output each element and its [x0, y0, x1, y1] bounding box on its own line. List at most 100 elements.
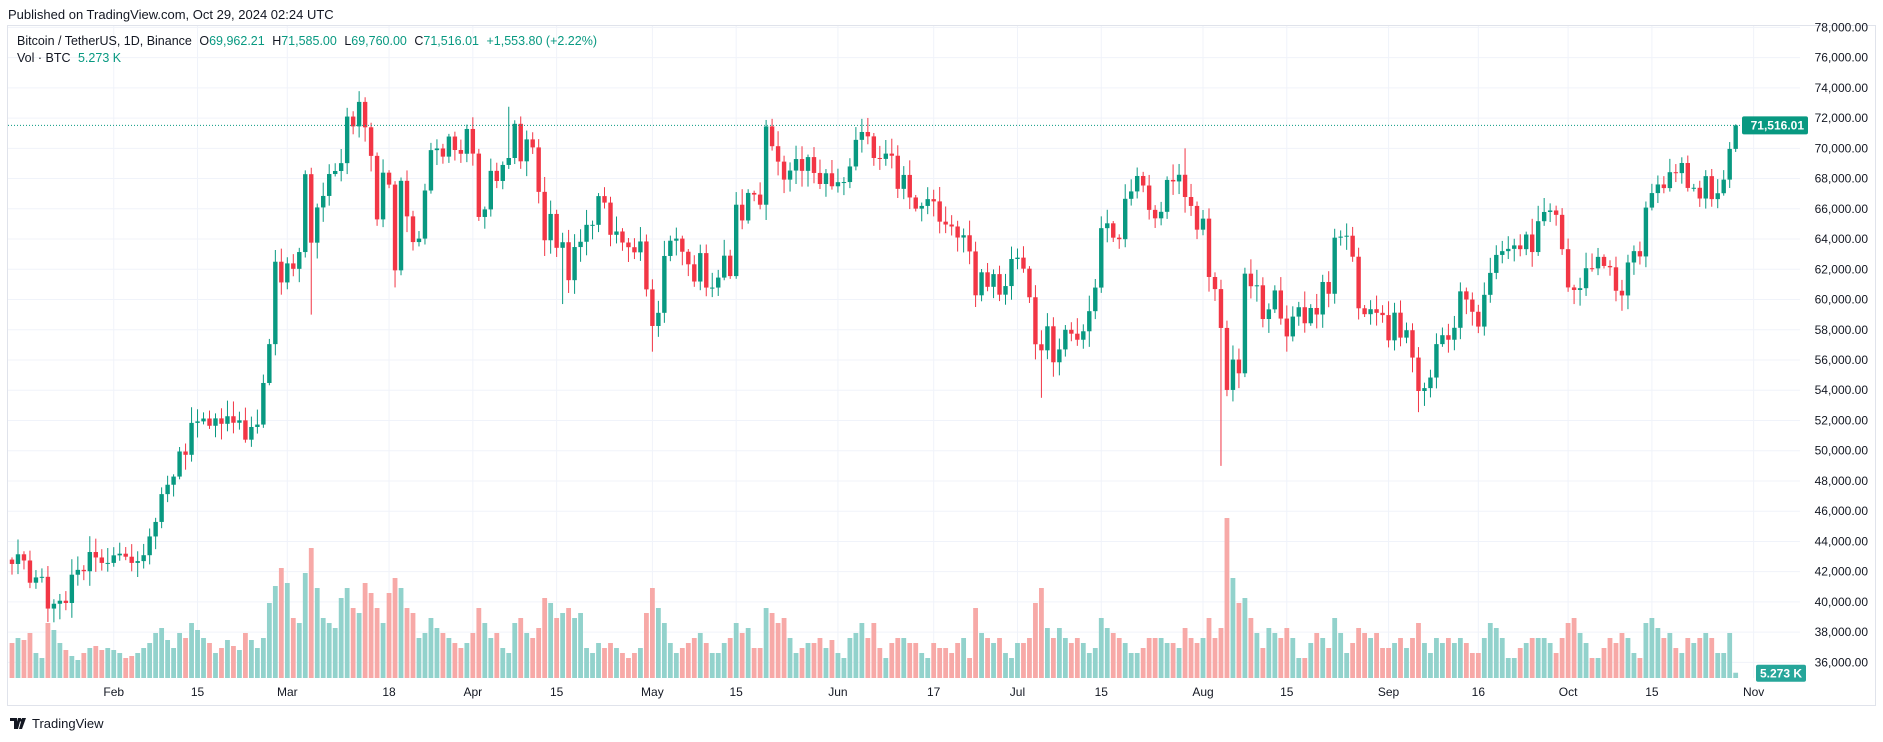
- volume-bar: [991, 643, 996, 678]
- candle-body: [231, 416, 236, 423]
- candle-body: [1625, 262, 1631, 296]
- volume-bar: [829, 640, 835, 678]
- candle-body: [692, 264, 697, 282]
- time-tick-label: Apr: [464, 685, 483, 699]
- candle-body: [15, 554, 21, 564]
- volume-bar: [596, 643, 601, 678]
- candle-body: [1512, 245, 1517, 249]
- volume-bar: [673, 653, 679, 678]
- volume-bar: [1296, 658, 1302, 678]
- volume-bar: [1302, 658, 1308, 678]
- volume-bar: [1308, 643, 1314, 678]
- candle-body: [967, 235, 972, 252]
- candle-body: [458, 149, 464, 154]
- candle-body: [69, 574, 75, 603]
- candle-body: [1577, 288, 1583, 290]
- candle-body: [656, 312, 661, 326]
- candle-body: [87, 552, 93, 572]
- volume-bar: [1517, 648, 1523, 678]
- symbol-title[interactable]: Bitcoin / TetherUS, 1D, Binance: [17, 34, 192, 48]
- volume-bar: [1290, 638, 1296, 678]
- candle-body: [733, 204, 739, 277]
- price-tick-label: 74,000.00: [1815, 81, 1869, 95]
- volume-bar: [398, 588, 404, 678]
- volume-bar: [1200, 638, 1206, 678]
- candle-body: [452, 136, 458, 150]
- volume-bar: [1003, 653, 1008, 678]
- candle-body: [1709, 176, 1714, 200]
- candle-body: [1099, 228, 1104, 288]
- volume-bar: [482, 623, 488, 678]
- candle-body: [1488, 272, 1493, 295]
- candle-body: [1452, 327, 1457, 340]
- time-tick-label: 15: [1280, 685, 1294, 699]
- volume-bar: [237, 650, 242, 678]
- candle-body: [63, 600, 69, 603]
- candle-body: [901, 174, 906, 189]
- volume-bar: [1487, 623, 1493, 678]
- candle-body: [919, 205, 924, 209]
- candle-body: [57, 600, 63, 604]
- volume-bar: [1242, 598, 1248, 678]
- volume-bar: [715, 653, 721, 678]
- candle-body: [1410, 330, 1415, 358]
- volume-bar: [530, 638, 536, 678]
- volume-label[interactable]: Vol · BTC: [17, 51, 71, 65]
- volume-bar: [655, 608, 661, 678]
- candle-body: [1278, 290, 1284, 319]
- candle-body: [542, 191, 547, 241]
- price-axis[interactable]: 78,000.00 76,000.00 74,000.00 72,000.00 70,0…: [1815, 20, 1869, 669]
- volume-bar: [1152, 638, 1158, 678]
- volume-bar: [278, 568, 284, 678]
- candle-body: [704, 253, 709, 288]
- candle-body: [1296, 307, 1301, 317]
- time-axis[interactable]: Feb 15 Mar 18 Apr 15 May 15 Jun 17 Jul 15 Aug 15 Sep 16…: [103, 685, 1764, 699]
- high-value: H71,585.00: [272, 34, 337, 48]
- price-tick-label: 50,000.00: [1815, 444, 1869, 458]
- candle-body: [985, 272, 990, 287]
- volume-bar: [1727, 633, 1733, 678]
- candle-body: [1655, 184, 1661, 194]
- volume-bar: [1338, 633, 1344, 678]
- price-tick-label: 48,000.00: [1815, 474, 1869, 488]
- volume-bar: [1045, 628, 1050, 678]
- volume-bar: [1284, 628, 1290, 678]
- candle-body: [1140, 175, 1146, 186]
- volume-bar: [1033, 603, 1038, 678]
- candle-body: [1428, 377, 1433, 389]
- volume-bar: [33, 653, 39, 678]
- volume-bar: [661, 623, 667, 678]
- candle-body: [1374, 309, 1379, 313]
- volume-bar: [494, 633, 500, 678]
- volume-bar: [1356, 628, 1362, 678]
- volume-bar: [644, 613, 649, 678]
- volume-bar: [201, 638, 206, 678]
- candle-body: [1344, 235, 1349, 237]
- volume-bar: [1499, 638, 1505, 678]
- candle-body: [506, 157, 511, 165]
- volume-bar: [1529, 638, 1535, 678]
- candle-body: [943, 221, 948, 225]
- volume-bar: [1224, 518, 1230, 678]
- volume-bar: [1583, 643, 1589, 678]
- volume-bar: [1679, 653, 1685, 678]
- volume-bar: [1607, 638, 1613, 678]
- volume-bar: [260, 638, 266, 678]
- volume-bar: [1535, 638, 1541, 678]
- volume-bar: [1009, 658, 1014, 678]
- volume-bar: [865, 638, 871, 678]
- candle-body: [853, 139, 859, 167]
- last-price-tag-text: 71,516.01: [1751, 118, 1805, 132]
- volume-bar: [1577, 633, 1583, 678]
- tradingview-logo[interactable]: TradingView: [10, 716, 104, 731]
- volume-bar: [590, 653, 595, 678]
- candle-body: [1559, 214, 1565, 250]
- volume-bar: [614, 648, 619, 678]
- volume-bar: [1164, 643, 1170, 678]
- volume-bar: [69, 656, 75, 678]
- candle-body: [321, 195, 326, 208]
- volume-tag-text: 5.273 K: [1760, 667, 1802, 681]
- candle-body: [1111, 223, 1116, 238]
- volume-bar: [1206, 618, 1212, 678]
